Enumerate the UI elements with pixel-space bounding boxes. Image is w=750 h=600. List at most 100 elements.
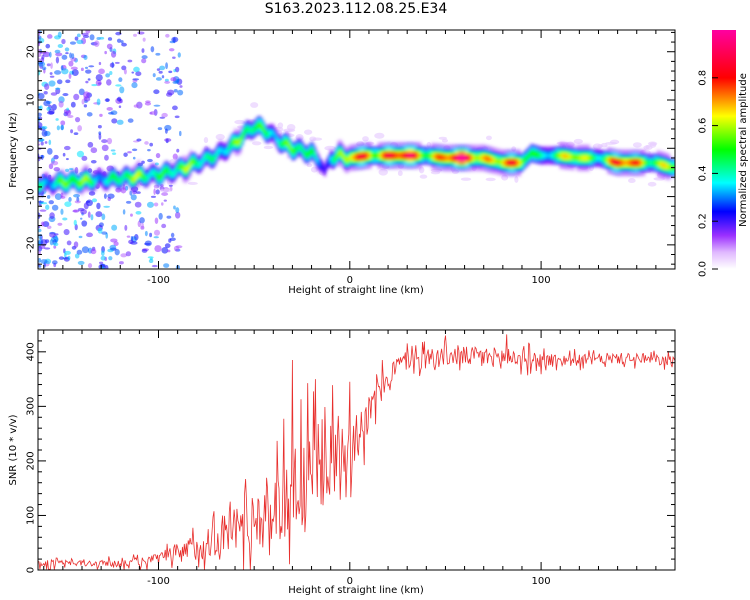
noise-speckle: [46, 63, 51, 67]
noise-speckle: [150, 195, 157, 198]
noise-speckle: [41, 125, 48, 130]
noise-speckle: [87, 211, 91, 218]
ridge-cell: [398, 153, 401, 158]
ridge-cell: [335, 154, 338, 159]
noise-speckle: [155, 152, 161, 159]
noise-speckle: [419, 174, 428, 179]
ridge-cell: [578, 156, 581, 160]
ridge-cell: [65, 182, 68, 187]
noise-speckle: [39, 138, 45, 142]
noise-speckle: [144, 101, 152, 106]
ridge-cell: [209, 156, 212, 161]
noise-speckle: [90, 147, 98, 154]
noise-speckle: [141, 55, 148, 60]
noise-speckle: [111, 118, 118, 124]
noise-speckle: [426, 141, 432, 148]
noise-speckle: [154, 162, 159, 166]
snr-panel: -100 0 100 0 100 200 300 400 Height of straight…: [8, 329, 676, 596]
noise-speckle: [113, 241, 119, 247]
noise-speckle: [69, 41, 77, 45]
ridge-cell: [448, 156, 451, 160]
ridge-cell: [253, 127, 256, 131]
noise-speckle: [118, 105, 122, 109]
ridge-cell: [608, 159, 612, 163]
noise-speckle: [111, 224, 118, 231]
noise-speckle: [501, 174, 509, 181]
noise-speckle: [155, 77, 162, 81]
noise-speckle: [164, 138, 172, 142]
noise-speckle: [76, 150, 85, 158]
noise-speckle: [167, 89, 175, 96]
noise-speckle: [44, 83, 50, 91]
ridge-cell: [388, 153, 392, 158]
ridge-cell: [57, 178, 61, 182]
noise-speckle: [133, 104, 139, 108]
noise-speckle: [53, 245, 57, 249]
ridge-cell: [438, 155, 441, 159]
noise-speckle: [306, 163, 313, 168]
ridge-cell: [520, 161, 524, 165]
noise-speckle: [108, 112, 114, 115]
ridge-cell: [321, 166, 325, 170]
noise-speckle: [51, 104, 57, 111]
ridge-cell: [109, 175, 112, 180]
noise-speckle: [49, 232, 56, 238]
noise-speckle: [161, 75, 165, 79]
ridge-cell: [396, 153, 399, 158]
noise-speckle: [40, 259, 48, 264]
x-tick-label: -100: [147, 275, 170, 286]
ridge-cell: [453, 156, 457, 160]
noise-speckle: [146, 201, 154, 208]
y-tick-label: 200: [26, 451, 37, 470]
ridge-cell: [467, 156, 470, 160]
ridge-cell: [327, 159, 330, 164]
noise-speckle: [50, 160, 59, 166]
noise-speckle: [135, 210, 142, 215]
ridge-cell: [524, 157, 527, 161]
noise-speckle: [179, 85, 183, 88]
ridge-cell: [86, 176, 89, 181]
noise-speckle: [47, 34, 53, 39]
y-tick-label: 300: [26, 397, 37, 416]
noise-speckle: [65, 109, 72, 116]
noise-speckle: [57, 222, 63, 226]
noise-speckle: [175, 66, 180, 73]
ridge-cell: [637, 161, 640, 165]
ridge-cell: [159, 175, 162, 179]
ridge-cell: [375, 153, 378, 158]
ridge-cell: [633, 161, 636, 165]
noise-speckle: [73, 93, 80, 101]
noise-speckle: [68, 197, 72, 202]
noise-speckle: [80, 217, 83, 220]
noise-speckle: [374, 132, 385, 139]
ridge-cell: [570, 155, 573, 159]
noise-speckle: [155, 189, 160, 195]
ridge-cell: [369, 153, 372, 158]
noise-speckle: [85, 80, 89, 84]
noise-speckle: [110, 149, 116, 152]
ridge-cell: [574, 155, 577, 160]
ridge-cell: [170, 172, 174, 176]
ridge-cell: [105, 180, 108, 184]
noise-speckle: [99, 36, 105, 40]
ridge-cell: [547, 153, 550, 158]
noise-speckle: [64, 250, 71, 255]
noise-speckle: [310, 166, 318, 173]
ridge-cell: [342, 156, 346, 160]
ridge-cell: [662, 163, 665, 167]
noise-speckle: [485, 135, 492, 141]
noise-speckle: [99, 113, 103, 117]
snr-ticks: -100 0 100 0 100 200 300 400: [26, 329, 676, 587]
noise-speckle: [64, 201, 72, 207]
ridge-cell: [517, 161, 520, 165]
noise-speckle: [106, 137, 113, 145]
ridge-cell: [69, 178, 72, 182]
ridge-cell: [358, 155, 361, 159]
ridge-cell: [528, 153, 531, 157]
ridge-cell: [314, 153, 317, 158]
ridge-cell: [442, 156, 445, 160]
ridge-cell: [67, 181, 70, 185]
ridge-cell: [463, 156, 466, 160]
noise-speckle: [38, 200, 45, 203]
noise-speckle: [96, 202, 101, 210]
